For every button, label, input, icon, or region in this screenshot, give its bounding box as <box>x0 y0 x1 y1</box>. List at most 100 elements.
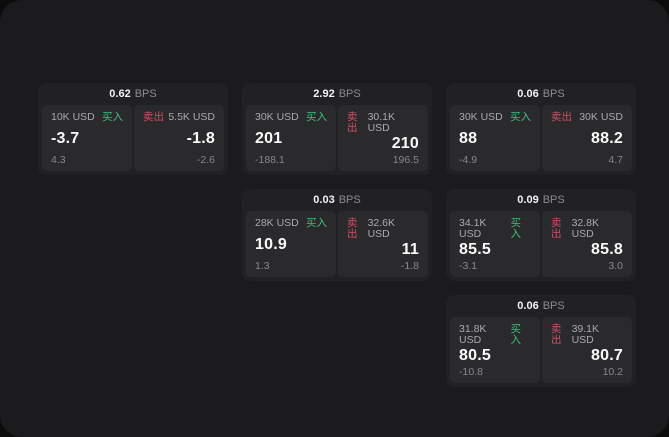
bps-suffix-label: BPS <box>338 194 361 206</box>
sell-price: 88.2 <box>591 129 623 147</box>
quote-body: 30K USD 买入 201 -188.1 卖出 30.1K USD 210 1… <box>242 105 432 175</box>
bps-value: 0.06 <box>517 88 539 100</box>
sell-side-label: 卖出 <box>551 217 562 240</box>
sell-price: 80.7 <box>591 346 623 364</box>
quote-card[interactable]: 2.92 BPS 30K USD 买入 201 -188.1 卖出 30.1K … <box>242 83 432 175</box>
buy-amount: 30K USD <box>459 111 503 123</box>
sell-quote-tile[interactable]: 卖出 30K USD 88.2 4.7 <box>542 105 632 171</box>
sell-quote-tile[interactable]: 卖出 39.1K USD 80.7 10.2 <box>542 317 632 383</box>
quote-card[interactable]: 0.09 BPS 34.1K USD 买入 85.5 -3.1 卖出 32.8K… <box>446 189 636 281</box>
buy-side-label: 买入 <box>306 217 327 229</box>
bps-header: 0.06 BPS <box>446 295 636 317</box>
sell-quote-tile[interactable]: 卖出 32.6K USD 11 -1.8 <box>338 211 428 277</box>
buy-change: 4.3 <box>51 153 66 166</box>
quote-card[interactable]: 0.03 BPS 28K USD 买入 10.9 1.3 卖出 32.6K US… <box>242 189 432 281</box>
bps-header: 0.06 BPS <box>446 83 636 105</box>
sell-amount: 5.5K USD <box>168 111 215 123</box>
sell-change: -2.6 <box>196 153 215 166</box>
sell-amount: 39.1K USD <box>571 323 600 346</box>
buy-amount: 10K USD <box>51 111 95 123</box>
sell-tile-header: 卖出 5.5K USD <box>143 112 215 123</box>
bps-suffix-label: BPS <box>338 88 361 100</box>
buy-quote-tile[interactable]: 34.1K USD 买入 85.5 -3.1 <box>450 211 540 277</box>
sell-tile-header: 卖出 32.6K USD <box>347 218 419 239</box>
bps-value: 0.09 <box>517 194 539 206</box>
buy-side-label: 买入 <box>102 111 123 123</box>
buy-quote-tile[interactable]: 28K USD 买入 10.9 1.3 <box>246 211 336 277</box>
sell-tile-header: 卖出 39.1K USD <box>551 324 623 345</box>
bps-suffix-label: BPS <box>542 194 565 206</box>
sell-side-label: 卖出 <box>143 111 164 123</box>
buy-change: 1.3 <box>255 259 270 272</box>
sell-change: 10.2 <box>602 365 623 378</box>
sell-price: 11 <box>401 240 419 258</box>
bps-suffix-label: BPS <box>542 300 565 312</box>
quote-card[interactable]: 0.62 BPS 10K USD 买入 -3.7 4.3 卖出 5.5K USD <box>38 83 228 175</box>
sell-change: 3.0 <box>608 259 623 272</box>
buy-price: 201 <box>255 129 283 147</box>
sell-amount: 32.8K USD <box>571 217 600 240</box>
sell-quote-tile[interactable]: 卖出 5.5K USD -1.8 -2.6 <box>134 105 224 171</box>
quote-card[interactable]: 0.06 BPS 31.8K USD 买入 80.5 -10.8 卖出 39.1… <box>446 295 636 387</box>
bps-header: 0.62 BPS <box>38 83 228 105</box>
sell-side-label: 卖出 <box>551 111 572 123</box>
quote-cards-grid: 0.62 BPS 10K USD 买入 -3.7 4.3 卖出 5.5K USD <box>38 83 636 387</box>
sell-amount: 30.1K USD <box>367 111 396 134</box>
quote-card[interactable]: 0.06 BPS 30K USD 买入 88 -4.9 卖出 30K USD <box>446 83 636 175</box>
sell-side-label: 卖出 <box>347 111 358 134</box>
buy-side-label: 买入 <box>510 111 531 123</box>
quote-body: 34.1K USD 买入 85.5 -3.1 卖出 32.8K USD 85.8… <box>446 211 636 281</box>
buy-amount: 34.1K USD <box>459 217 487 240</box>
buy-change: -10.8 <box>459 365 483 378</box>
sell-price: -1.8 <box>186 129 215 147</box>
buy-tile-header: 28K USD 买入 <box>255 218 327 229</box>
bps-header: 0.09 BPS <box>446 189 636 211</box>
sell-price: 85.8 <box>591 240 623 258</box>
quote-body: 31.8K USD 买入 80.5 -10.8 卖出 39.1K USD 80.… <box>446 317 636 387</box>
buy-quote-tile[interactable]: 31.8K USD 买入 80.5 -10.8 <box>450 317 540 383</box>
sell-quote-tile[interactable]: 卖出 32.8K USD 85.8 3.0 <box>542 211 632 277</box>
sell-side-label: 卖出 <box>551 323 562 346</box>
buy-price: 10.9 <box>255 235 287 253</box>
bps-header: 0.03 BPS <box>242 189 432 211</box>
quote-body: 30K USD 买入 88 -4.9 卖出 30K USD 88.2 4.7 <box>446 105 636 175</box>
bps-value: 0.03 <box>313 194 335 206</box>
buy-quote-tile[interactable]: 30K USD 买入 201 -188.1 <box>246 105 336 171</box>
buy-tile-header: 30K USD 买入 <box>459 112 531 123</box>
buy-change: -188.1 <box>255 153 285 166</box>
bps-value: 0.06 <box>517 300 539 312</box>
bps-suffix-label: BPS <box>134 88 157 100</box>
sell-amount: 32.6K USD <box>367 217 396 240</box>
buy-side-label: 买入 <box>510 217 521 240</box>
buy-amount: 30K USD <box>255 111 299 123</box>
sell-change: 196.5 <box>392 153 419 166</box>
buy-amount: 31.8K USD <box>459 323 487 346</box>
buy-change: -3.1 <box>459 259 478 272</box>
sell-amount: 30K USD <box>579 111 623 123</box>
buy-quote-tile[interactable]: 10K USD 买入 -3.7 4.3 <box>42 105 132 171</box>
sell-side-label: 卖出 <box>347 217 358 240</box>
buy-side-label: 买入 <box>306 111 327 123</box>
buy-price: 88 <box>459 129 478 147</box>
quote-body: 10K USD 买入 -3.7 4.3 卖出 5.5K USD -1.8 -2.… <box>38 105 228 175</box>
buy-quote-tile[interactable]: 30K USD 买入 88 -4.9 <box>450 105 540 171</box>
bps-suffix-label: BPS <box>542 88 565 100</box>
bps-value: 0.62 <box>109 88 131 100</box>
buy-tile-header: 10K USD 买入 <box>51 112 123 123</box>
sell-tile-header: 卖出 32.8K USD <box>551 218 623 239</box>
buy-change: -4.9 <box>459 153 478 166</box>
bps-value: 2.92 <box>313 88 335 100</box>
buy-price: 85.5 <box>459 240 491 258</box>
bps-header: 2.92 BPS <box>242 83 432 105</box>
buy-side-label: 买入 <box>510 323 521 346</box>
sell-change: -1.8 <box>400 259 419 272</box>
sell-price: 210 <box>391 134 419 152</box>
sell-tile-header: 卖出 30.1K USD <box>347 112 419 133</box>
quote-body: 28K USD 买入 10.9 1.3 卖出 32.6K USD 11 -1.8 <box>242 211 432 281</box>
buy-tile-header: 34.1K USD 买入 <box>459 218 531 239</box>
buy-price: -3.7 <box>51 129 80 147</box>
sell-change: 4.7 <box>608 153 623 166</box>
sell-quote-tile[interactable]: 卖出 30.1K USD 210 196.5 <box>338 105 428 171</box>
buy-amount: 28K USD <box>255 217 299 229</box>
